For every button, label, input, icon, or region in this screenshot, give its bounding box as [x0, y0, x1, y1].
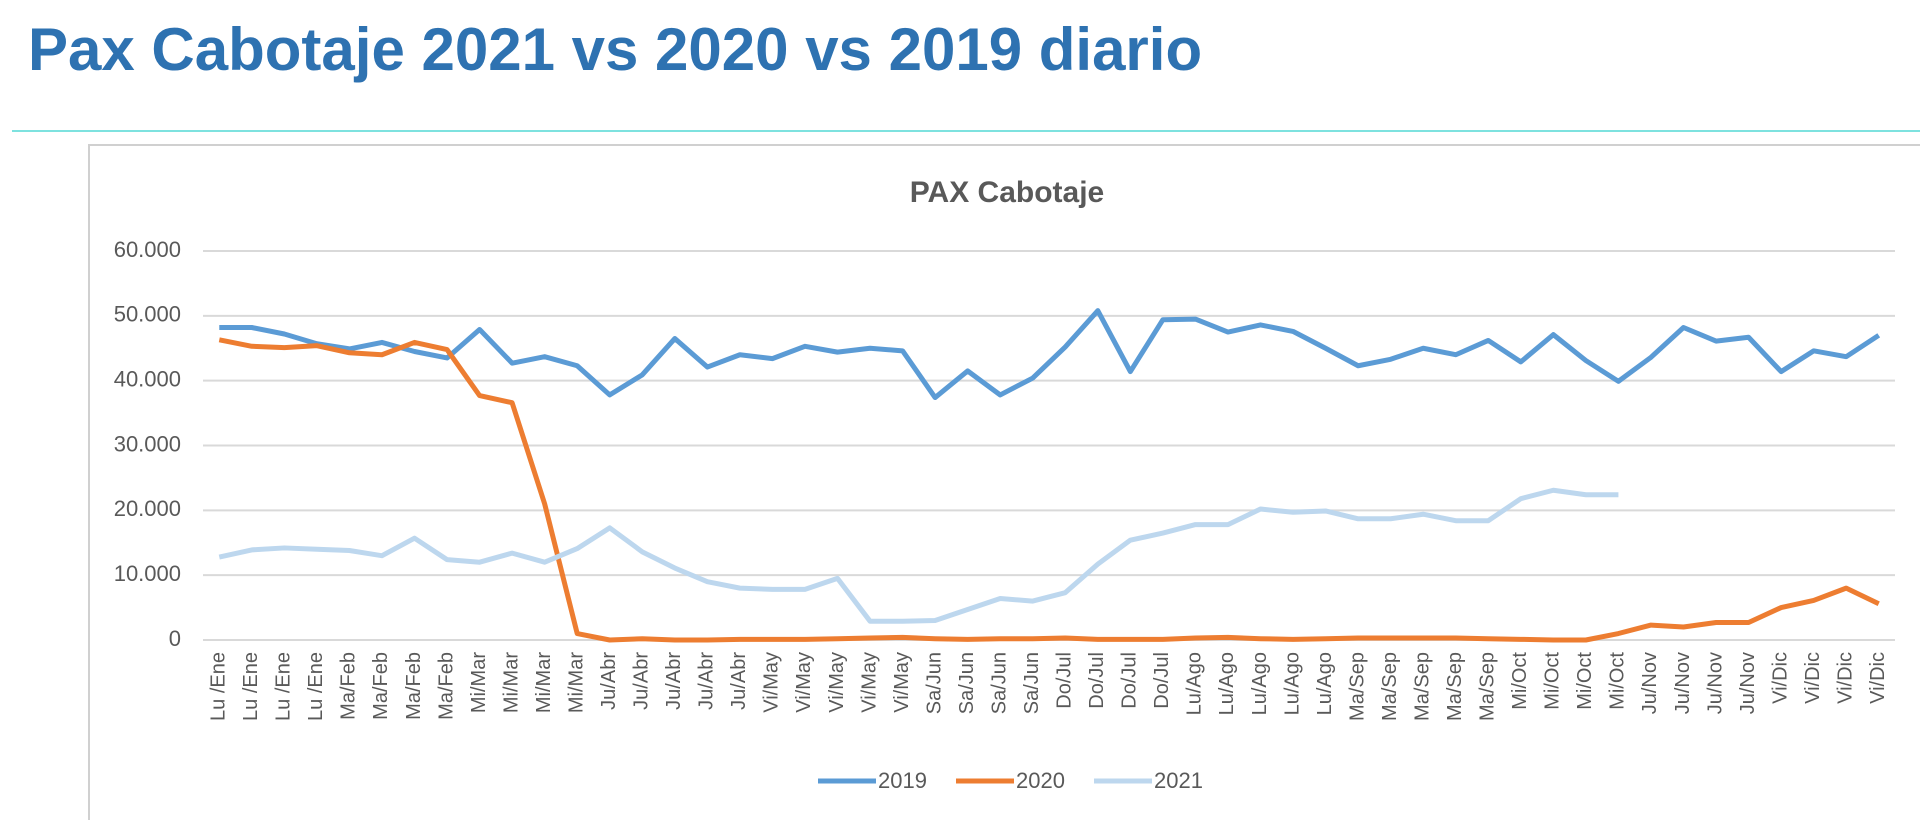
x-tick-label: Vi/Dic	[1867, 652, 1889, 704]
y-tick-label: 20.000	[114, 496, 181, 521]
chart-frame	[88, 144, 1920, 820]
x-tick-label: Do/Jul	[1086, 652, 1108, 709]
x-tick-label: Ju/Abr	[631, 652, 653, 710]
x-tick-label: Do/Jul	[1119, 652, 1141, 709]
y-tick-label: 0	[169, 626, 181, 651]
x-tick-label: Vi/May	[826, 652, 848, 713]
x-tick-label: Ma/Sep	[1477, 652, 1499, 721]
x-tick-label: Mi/Mar	[500, 652, 522, 713]
x-tick-label: Ma/Feb	[435, 652, 457, 720]
x-tick-label: Ma/Feb	[338, 652, 360, 720]
page-title: Pax Cabotaje 2021 vs 2020 vs 2019 diario	[28, 16, 1202, 83]
x-tick-label: Ma/Sep	[1346, 652, 1368, 721]
y-tick-label: 40.000	[114, 366, 181, 391]
x-tick-label: Lu /Ene	[208, 652, 230, 721]
x-tick-label: Lu /Ene	[273, 652, 295, 721]
x-tick-label: Mi/Mar	[565, 652, 587, 713]
x-tick-label: Do/Jul	[1151, 652, 1173, 709]
y-tick-label: 60.000	[114, 237, 181, 262]
x-tick-label: Do/Jul	[1054, 652, 1076, 709]
x-tick-label: Ju/Abr	[663, 652, 685, 710]
y-tick-label: 30.000	[114, 431, 181, 456]
x-tick-label: Lu/Ago	[1281, 652, 1303, 715]
x-tick-label: Ma/Sep	[1379, 652, 1401, 721]
x-tick-label: Vi/May	[891, 652, 913, 713]
x-tick-label: Ma/Sep	[1411, 652, 1433, 721]
series-line	[219, 308, 1881, 401]
x-tick-label: Sa/Jun	[923, 652, 945, 714]
x-tick-label: Vi/May	[793, 652, 815, 713]
x-tick-label: Vi/Dic	[1769, 652, 1791, 704]
y-tick-label: 10.000	[114, 561, 181, 586]
chart-title: PAX Cabotaje	[910, 176, 1105, 209]
x-tick-label: Ju/Abr	[598, 652, 620, 710]
x-tick-label: Mi/Oct	[1542, 652, 1564, 710]
x-tick-label: Lu/Ago	[1314, 652, 1336, 715]
x-tick-label: Lu/Ago	[1184, 652, 1206, 715]
x-tick-label: Mi/Oct	[1607, 652, 1629, 710]
x-tick-label: Mi/Mar	[468, 652, 490, 713]
series-line	[218, 487, 1619, 624]
x-tick-label: Ju/Nov	[1639, 652, 1661, 714]
x-tick-label: Lu /Ene	[305, 652, 327, 721]
x-tick-label: Sa/Jun	[988, 652, 1010, 714]
x-tick-label: Sa/Jun	[956, 652, 978, 714]
x-tick-label: Ju/Nov	[1672, 652, 1694, 714]
x-tick-label: Ju/Nov	[1704, 652, 1726, 714]
x-tick-label: Lu/Ago	[1249, 652, 1271, 715]
x-tick-label: Ma/Sep	[1444, 652, 1466, 721]
legend-label: 2020	[1016, 768, 1065, 793]
x-tick-label: Vi/May	[858, 652, 880, 713]
x-tick-label: Sa/Jun	[1021, 652, 1043, 714]
x-tick-label: Mi/Mar	[533, 652, 555, 713]
x-tick-label: Ju/Abr	[696, 652, 718, 710]
x-tick-label: Ju/Nov	[1737, 652, 1759, 714]
x-tick-label: Vi/Dic	[1834, 652, 1856, 704]
x-tick-label: Mi/Oct	[1574, 652, 1596, 710]
x-tick-label: Vi/May	[761, 652, 783, 713]
x-tick-label: Lu /Ene	[240, 652, 262, 721]
legend-label: 2019	[878, 768, 927, 793]
x-tick-label: Lu/Ago	[1216, 652, 1238, 715]
y-tick-label: 50.000	[114, 302, 181, 327]
x-tick-label: Ma/Feb	[370, 652, 392, 720]
x-tick-label: Ju/Abr	[728, 652, 750, 710]
x-tick-label: Mi/Oct	[1509, 652, 1531, 710]
x-tick-label: Vi/Dic	[1802, 652, 1824, 704]
x-tick-label: Ma/Feb	[403, 652, 425, 720]
legend-label: 2021	[1154, 768, 1203, 793]
series-line	[218, 337, 1880, 643]
